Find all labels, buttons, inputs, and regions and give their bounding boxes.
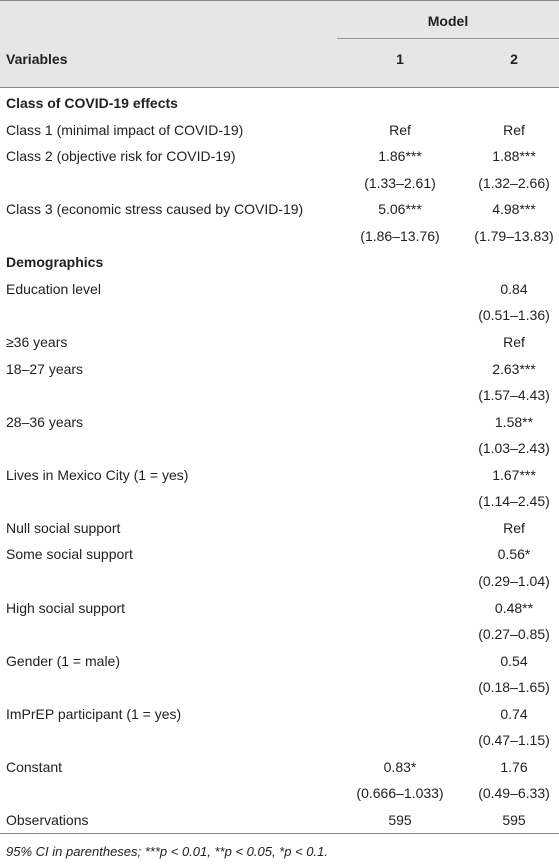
model-2-value: (1.14–2.45)	[478, 493, 550, 510]
model-2-value: (0.29–1.04)	[478, 572, 550, 589]
table-row: Some social support 0.56*	[0, 541, 559, 567]
model-2-value: 0.54	[500, 652, 528, 669]
model-1-value: (1.86–13.76)	[360, 227, 440, 244]
variable-label: Class 2 (objective risk for COVID-19)	[6, 148, 236, 165]
model-2-value: 1.58**	[494, 413, 534, 430]
variable-label: Education level	[6, 280, 101, 297]
table-row: Class 3 (economic stress caused by COVID…	[0, 196, 559, 222]
table-row: (1.57–4.43)	[0, 382, 559, 408]
section-title: Class of COVID-19 effects	[6, 95, 178, 111]
header-rule	[0, 87, 559, 88]
variable-label: Some social support	[6, 546, 133, 563]
variable-label: Gender (1 = male)	[6, 652, 120, 669]
model-2-value: (0.51–1.36)	[478, 307, 550, 324]
variable-label: High social support	[6, 599, 126, 616]
model-2-value: 1.67***	[492, 466, 536, 483]
model-1-value: 0.83*	[383, 758, 417, 775]
table-row: Class 2 (objective risk for COVID-19) 1.8…	[0, 143, 559, 169]
model-2-value: 1.76	[500, 758, 528, 775]
table-row: 18–27 years 2.63***	[0, 356, 559, 382]
table-row: (0.18–1.65)	[0, 674, 559, 700]
model-2-value: (1.57–4.43)	[478, 387, 550, 404]
model-2-value: 4.98***	[492, 201, 536, 218]
table-row: (1.86–13.76) (1.79–13.83)	[0, 223, 559, 249]
model-2-value: 0.56*	[497, 546, 531, 563]
model-1-value: 5.06***	[378, 201, 422, 218]
model-1-header: 1	[396, 51, 404, 67]
table-row: Gender (1 = male) 0.54	[0, 648, 559, 674]
table-row: ≥36 years Ref	[0, 329, 559, 355]
model-2-value: Ref	[503, 519, 525, 536]
model-2-value: (1.79–13.83)	[474, 227, 554, 244]
table-footnote: 95% CI in parentheses; ***p < 0.01, **p …	[6, 844, 328, 859]
model-2-value: 0.48**	[494, 599, 534, 616]
top-rule	[0, 0, 559, 1]
model-2-value: (0.27–0.85)	[478, 626, 550, 642]
variable-label: ImPrEP participant (1 = yes)	[6, 705, 182, 722]
variable-label: 18–27 years	[6, 360, 84, 377]
model-1-value: 595	[388, 811, 412, 828]
model-1-value: Ref	[389, 121, 411, 138]
table-header-background	[0, 0, 559, 87]
model-2-value: (1.03–2.43)	[478, 440, 550, 457]
table-row: Null social support Ref	[0, 515, 559, 541]
model-2-value: Ref	[503, 121, 525, 138]
table-row: Education level 0.84	[0, 276, 559, 302]
bottom-rule	[0, 833, 559, 834]
model-2-value: 2.63***	[492, 360, 536, 377]
table-row: (1.33–2.61) (1.32–2.66)	[0, 170, 559, 196]
section-header-row: Class of COVID-19 effects	[0, 90, 559, 116]
model-2-value: 0.84	[500, 280, 528, 297]
model-2-value: 1.88***	[492, 148, 536, 165]
model-2-value: (1.32–2.66)	[478, 174, 550, 191]
model-2-value: Ref	[503, 334, 525, 350]
table-row: (0.29–1.04)	[0, 568, 559, 594]
model-1-value: (0.666–1.033)	[356, 785, 444, 802]
model-1-value: (1.33–2.61)	[364, 174, 436, 191]
model-2-value: (0.18–1.65)	[478, 679, 550, 696]
section-header-row: Demographics	[0, 249, 559, 275]
variable-label: ≥36 years	[6, 334, 68, 350]
table-row: (0.666–1.033) (0.49–6.33)	[0, 780, 559, 806]
model-2-value: (0.49–6.33)	[478, 785, 550, 802]
model-2-value: 595	[502, 811, 526, 828]
table-row: 28–36 years 1.58**	[0, 409, 559, 435]
table-row: High social support 0.48**	[0, 595, 559, 621]
variables-header: Variables	[6, 51, 68, 67]
variable-label: Observations	[6, 811, 89, 828]
table-row: (0.27–0.85)	[0, 621, 559, 647]
model-1-value: 1.86***	[378, 148, 422, 165]
variable-label: Lives in Mexico City (1 = yes)	[6, 466, 189, 483]
variable-label: Null social support	[6, 519, 121, 536]
model-2-header: 2	[510, 51, 518, 67]
variable-label: Constant	[6, 758, 63, 775]
table-row: (1.03–2.43)	[0, 435, 559, 461]
table-row: ImPrEP participant (1 = yes) 0.74	[0, 701, 559, 727]
model-header: Model	[427, 13, 469, 29]
table-row: (1.14–2.45)	[0, 488, 559, 514]
variable-label: Class 1 (minimal impact of COVID-19)	[6, 121, 244, 138]
model-spanner-rule	[337, 38, 559, 39]
section-title: Demographics	[6, 254, 104, 271]
table-row: (0.47–1.15)	[0, 727, 559, 753]
table-row: Lives in Mexico City (1 = yes) 1.67***	[0, 462, 559, 488]
table-row: Observations 595 595	[0, 807, 559, 833]
table-row: Constant 0.83* 1.76	[0, 754, 559, 780]
variable-label: Class 3 (economic stress caused by COVID…	[6, 201, 304, 218]
model-2-value: 0.74	[500, 705, 528, 722]
table-row: (0.51–1.36)	[0, 302, 559, 328]
model-2-value: (0.47–1.15)	[478, 732, 550, 749]
table-row: Class 1 (minimal impact of COVID-19) Ref R…	[0, 117, 559, 143]
variable-label: 28–36 years	[6, 413, 84, 430]
